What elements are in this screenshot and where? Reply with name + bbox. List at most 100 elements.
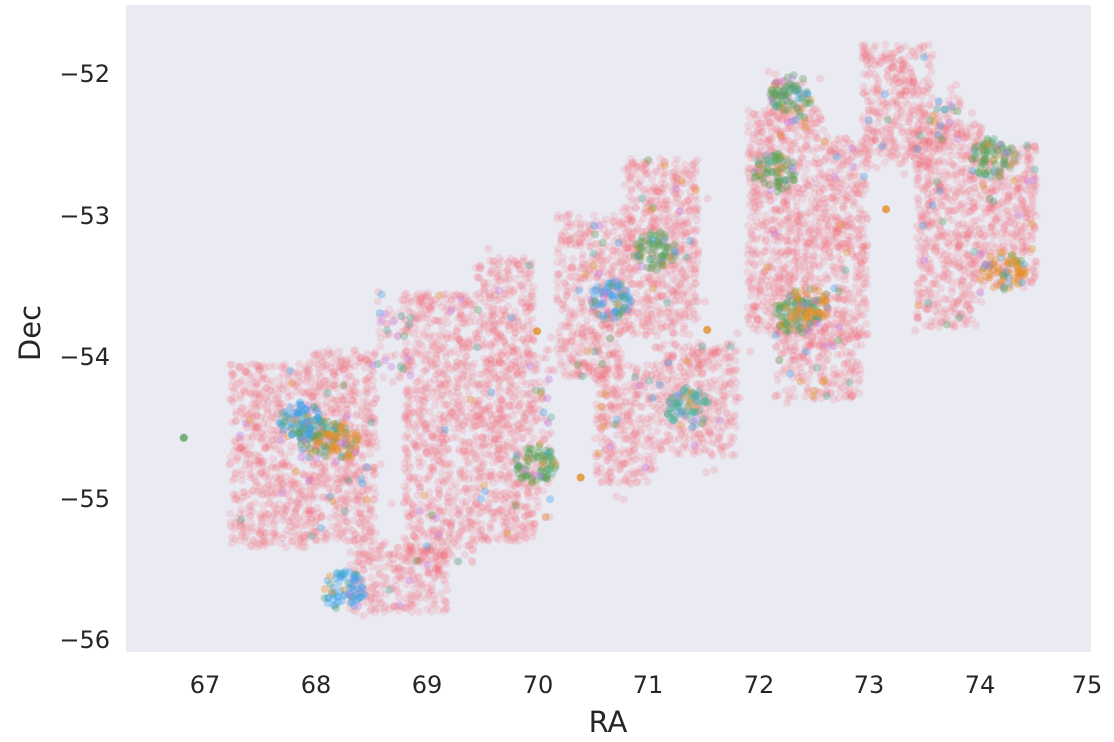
data-point xyxy=(271,444,280,453)
data-point xyxy=(693,204,702,213)
data-point xyxy=(243,411,252,420)
data-point xyxy=(417,310,426,319)
data-point xyxy=(270,489,279,498)
data-point xyxy=(433,346,442,355)
data-point xyxy=(233,379,242,388)
data-point xyxy=(393,543,402,552)
data-point xyxy=(442,330,451,338)
data-point xyxy=(442,290,450,299)
data-point xyxy=(444,418,453,427)
data-point xyxy=(665,182,674,191)
data-point xyxy=(401,433,410,442)
data-point xyxy=(226,518,235,527)
data-point xyxy=(491,319,500,328)
data-point xyxy=(637,279,646,288)
data-point xyxy=(512,529,521,538)
data-point xyxy=(391,350,400,359)
data-point xyxy=(553,270,562,279)
data-point xyxy=(294,383,303,391)
data-point xyxy=(288,532,297,541)
data-point xyxy=(634,164,643,172)
data-point xyxy=(230,369,239,378)
data-point xyxy=(656,309,665,318)
data-point xyxy=(380,607,389,616)
data-point xyxy=(681,305,690,314)
data-point xyxy=(269,455,278,463)
data-point xyxy=(398,555,407,564)
data-point xyxy=(525,273,534,282)
data-point xyxy=(236,407,245,416)
data-point xyxy=(255,433,264,442)
data-point xyxy=(278,460,287,468)
data-point xyxy=(232,456,241,465)
data-point xyxy=(265,379,273,388)
data-point xyxy=(404,460,413,469)
data-point xyxy=(570,350,579,359)
data-point xyxy=(231,417,240,426)
data-point xyxy=(273,399,282,408)
data-point xyxy=(271,395,280,404)
data-point xyxy=(249,372,258,381)
data-point xyxy=(288,537,297,545)
data-point xyxy=(632,289,641,298)
data-point xyxy=(270,426,279,435)
data-point xyxy=(672,155,681,163)
data-point xyxy=(625,445,634,454)
data-point xyxy=(351,530,359,539)
data-point xyxy=(502,413,511,422)
data-point xyxy=(263,405,272,414)
data-point xyxy=(248,389,257,398)
data-point xyxy=(278,534,287,543)
data-point xyxy=(568,262,577,271)
data-point xyxy=(246,441,255,450)
data-point xyxy=(465,335,474,344)
data-point xyxy=(706,406,715,415)
data-point xyxy=(261,540,270,548)
data-point xyxy=(495,385,504,393)
data-point xyxy=(623,256,632,265)
data-point xyxy=(376,334,385,342)
data-point xyxy=(246,473,255,482)
data-point xyxy=(245,502,254,511)
data-point xyxy=(641,369,650,378)
data-point xyxy=(487,268,496,277)
data-point xyxy=(263,421,272,430)
data-point xyxy=(455,392,464,401)
data-point xyxy=(692,225,701,234)
data-point xyxy=(262,403,271,411)
data-point xyxy=(280,462,289,471)
data-point xyxy=(232,454,241,463)
data-point xyxy=(257,457,266,465)
data-point xyxy=(262,465,271,474)
data-point xyxy=(287,537,296,546)
data-point xyxy=(402,447,411,455)
data-point xyxy=(237,466,246,475)
data-point xyxy=(231,490,240,499)
data-point xyxy=(253,404,262,413)
data-point xyxy=(624,243,633,252)
data-point xyxy=(249,424,258,433)
data-point xyxy=(525,427,534,436)
data-point xyxy=(276,469,285,478)
data-point xyxy=(578,332,587,340)
data-point xyxy=(255,454,264,463)
data-point xyxy=(227,395,236,404)
data-point xyxy=(260,457,269,466)
data-point xyxy=(620,180,629,189)
data-point xyxy=(623,227,632,236)
data-point xyxy=(627,406,636,415)
data-point xyxy=(270,362,279,371)
data-point xyxy=(273,419,282,428)
data-point xyxy=(401,491,410,500)
data-point xyxy=(247,523,256,532)
data-point xyxy=(268,413,276,422)
data-point xyxy=(457,437,466,446)
data-point xyxy=(485,405,494,414)
data-point xyxy=(438,323,447,331)
data-point xyxy=(528,315,536,324)
data-point xyxy=(517,325,526,334)
data-point xyxy=(692,369,701,378)
data-point xyxy=(301,543,310,552)
data-point xyxy=(284,371,293,380)
data-point xyxy=(242,367,251,376)
